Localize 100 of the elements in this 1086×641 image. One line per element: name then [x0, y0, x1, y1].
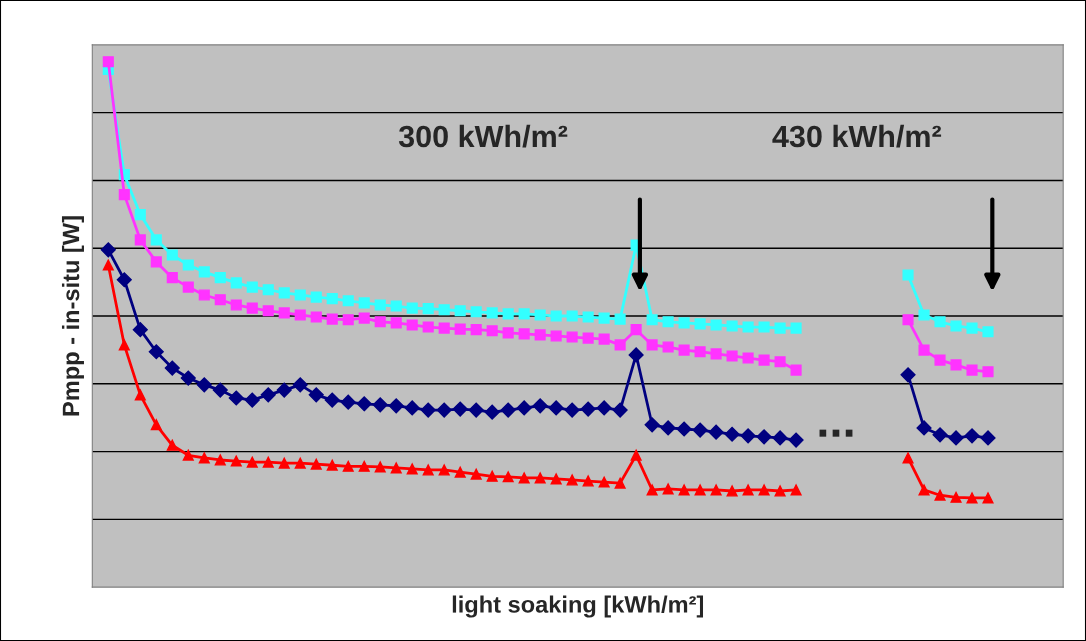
point [118, 189, 130, 201]
point [774, 485, 786, 497]
point [550, 473, 562, 485]
point [726, 485, 738, 497]
point [372, 397, 388, 413]
point [502, 308, 514, 320]
point [388, 398, 404, 414]
point [278, 457, 290, 469]
point [678, 344, 690, 356]
point [518, 328, 530, 340]
point [598, 312, 610, 324]
point [614, 339, 626, 351]
point [390, 462, 402, 474]
point [580, 401, 596, 417]
point [118, 339, 130, 351]
point [726, 320, 738, 332]
point [230, 455, 242, 467]
point [726, 350, 738, 362]
point [262, 284, 274, 296]
point [660, 420, 676, 436]
point [710, 484, 722, 496]
y-axis-title: Pmpp - in-situ [W] [61, 216, 84, 416]
point [356, 396, 372, 412]
point [438, 322, 450, 334]
point [102, 56, 114, 68]
point [932, 427, 948, 443]
point [342, 314, 354, 326]
point [262, 305, 274, 317]
point [134, 389, 146, 401]
point [260, 387, 276, 403]
point [454, 466, 466, 478]
point [310, 311, 322, 323]
point [646, 339, 658, 351]
point [630, 449, 642, 461]
point [294, 457, 306, 469]
point [916, 420, 932, 436]
point [454, 305, 466, 317]
point [934, 354, 946, 366]
point [598, 476, 610, 488]
point [964, 428, 980, 444]
point [374, 461, 386, 473]
point [470, 306, 482, 318]
point [918, 344, 930, 356]
point [582, 311, 594, 323]
point [196, 377, 212, 393]
point [340, 394, 356, 410]
point [436, 402, 452, 418]
point [438, 304, 450, 316]
point [676, 421, 692, 437]
point [518, 472, 530, 484]
annotation: ... [819, 429, 853, 437]
point [934, 489, 946, 501]
point [628, 347, 644, 363]
point [404, 400, 420, 416]
point [438, 464, 450, 476]
point [742, 321, 754, 333]
point [390, 300, 402, 312]
point [678, 317, 690, 329]
point [182, 449, 194, 461]
point [374, 316, 386, 328]
point [662, 483, 674, 495]
point [230, 299, 242, 311]
point [598, 333, 610, 345]
point [406, 302, 418, 314]
point [324, 392, 340, 408]
point [422, 303, 434, 315]
point [230, 277, 242, 289]
point [278, 307, 290, 319]
point [422, 464, 434, 476]
point [694, 346, 706, 358]
point [774, 322, 786, 334]
point [516, 400, 532, 416]
point [244, 392, 260, 408]
point [758, 321, 770, 333]
point [788, 432, 804, 448]
point [646, 484, 658, 496]
point [262, 456, 274, 468]
point [710, 319, 722, 331]
point [468, 402, 484, 418]
point [134, 209, 146, 221]
point [566, 331, 578, 343]
point [150, 234, 162, 246]
point [214, 454, 226, 466]
point [132, 322, 148, 338]
point [902, 269, 914, 281]
point [246, 302, 258, 314]
point [550, 310, 562, 322]
point [532, 398, 548, 414]
point [198, 289, 210, 301]
point [918, 309, 930, 321]
point [102, 259, 114, 271]
point [310, 458, 322, 470]
point [214, 272, 226, 284]
point [774, 356, 786, 368]
point [470, 468, 482, 480]
point [100, 242, 116, 258]
point [630, 324, 642, 336]
point [310, 291, 322, 303]
point [358, 312, 370, 324]
point [740, 428, 756, 444]
